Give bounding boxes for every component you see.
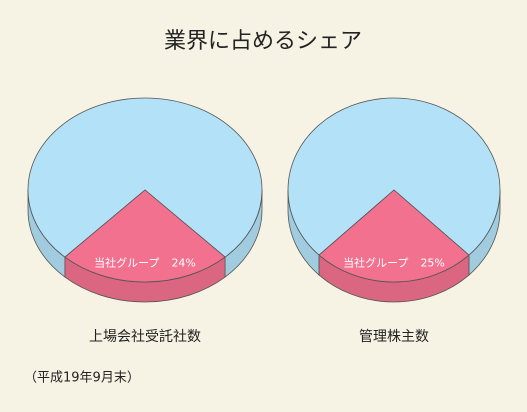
pie-title: 上場会社受託社数 [89, 329, 201, 345]
slice-name: 当社グループ [94, 256, 159, 270]
slice-value: 25% [420, 257, 444, 270]
slice-value: 24% [171, 257, 195, 270]
pie-slice [287, 97, 501, 256]
slice-label: 当社グループ 25% [343, 256, 445, 270]
chart-title: 業界に占めるシェア [164, 29, 362, 54]
pie-slice [27, 97, 263, 258]
slice-label: 当社グループ 24% [94, 256, 196, 270]
slice-name: 当社グループ [343, 256, 408, 270]
pie-slice [318, 189, 470, 283]
pie-title: 管理株主数 [359, 329, 429, 345]
pie-slice [64, 189, 226, 283]
note: （平成19年9月末） [24, 371, 140, 386]
